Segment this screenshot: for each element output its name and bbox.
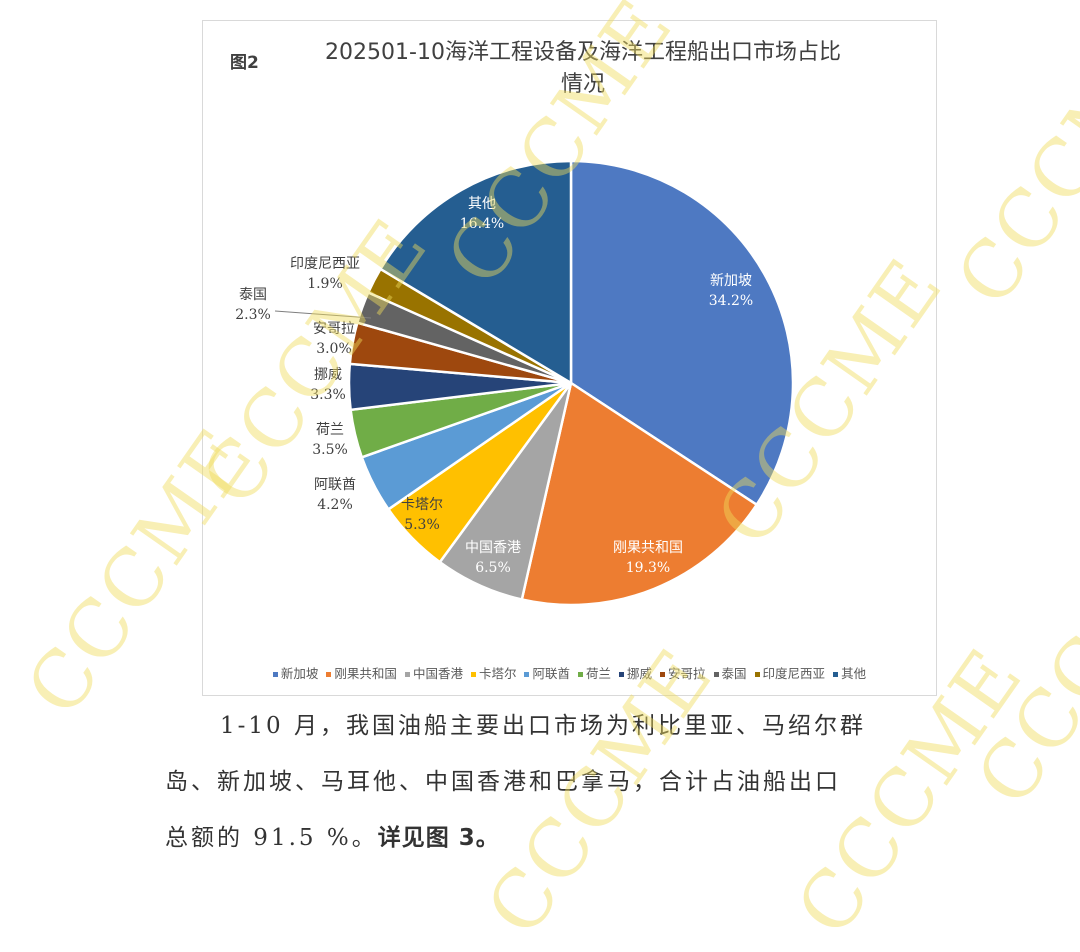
slice-label-value: 1.9% xyxy=(307,276,343,292)
slice-label: 中国香港 6.5% xyxy=(465,538,521,578)
watermark: CCCME xyxy=(940,3,1080,322)
legend-label: 安哥拉 xyxy=(668,666,706,681)
legend-swatch-icon xyxy=(754,672,760,677)
legend-swatch-icon xyxy=(404,672,410,677)
paragraph-line-3-text: 总额的 91.5 %。 xyxy=(165,825,378,851)
slice-label: 泰国 2.3% xyxy=(235,285,271,325)
figure-label: 图2 xyxy=(230,53,259,73)
slice-label-value: 4.2% xyxy=(317,497,353,513)
slice-label-name: 新加坡 xyxy=(709,273,752,289)
legend-swatch-icon xyxy=(660,672,666,677)
legend-label: 刚果共和国 xyxy=(334,666,397,681)
slice-label-value: 6.5% xyxy=(475,560,511,576)
legend-item: 安哥拉 xyxy=(660,663,706,682)
body-paragraph: 1-10 月，我国油船主要出口市场为利比里亚、马绍尔群 岛、新加坡、马耳他、中国… xyxy=(165,712,925,852)
paragraph-line-1: 1-10 月，我国油船主要出口市场为利比里亚、马绍尔群 xyxy=(220,713,866,739)
slice-label-value: 16.4% xyxy=(459,216,505,232)
legend-swatch-icon xyxy=(272,672,278,677)
slice-label-value: 3.5% xyxy=(312,442,348,458)
pie-chart xyxy=(274,159,795,607)
legend-label: 阿联酋 xyxy=(532,666,570,681)
legend-item: 新加坡 xyxy=(272,663,319,682)
slice-label: 荷兰 3.5% xyxy=(312,420,348,460)
legend-swatch-icon xyxy=(619,672,624,677)
legend-label: 挪威 xyxy=(627,666,653,681)
watermark: CCCME xyxy=(960,503,1080,822)
slice-label-value: 5.3% xyxy=(404,517,440,533)
legend-swatch-icon xyxy=(326,672,332,677)
slice-label-name: 印度尼西亚 xyxy=(290,256,360,272)
slice-label-name: 刚果共和国 xyxy=(613,540,683,556)
slice-label-name: 中国香港 xyxy=(465,540,521,556)
slice-label-value: 2.3% xyxy=(235,307,271,323)
legend-item: 荷兰 xyxy=(577,663,611,682)
chart-title-line-2: 情况 xyxy=(560,72,605,97)
legend-label: 新加坡 xyxy=(280,666,319,681)
paragraph-line-3: 总额的 91.5 %。详见图 3。 xyxy=(165,824,925,852)
slice-label: 卡塔尔 5.3% xyxy=(401,495,443,535)
slice-label-value: 34.2% xyxy=(708,293,754,309)
slice-label: 印度尼西亚 1.9% xyxy=(290,254,360,294)
slice-label: 挪威 3.3% xyxy=(310,365,346,405)
slice-label: 安哥拉 3.0% xyxy=(313,319,355,359)
legend-item: 印度尼西亚 xyxy=(754,663,826,682)
slice-label: 刚果共和国 19.3% xyxy=(613,538,683,578)
legend-item: 其他 xyxy=(833,663,866,682)
legend-label: 印度尼西亚 xyxy=(762,666,826,681)
chart-title-line-1: 202501-10海洋工程设备及海洋工程船出口市场占比 xyxy=(325,40,841,65)
leader-line xyxy=(274,310,372,319)
legend-label: 中国香港 xyxy=(412,666,463,681)
legend-swatch-icon xyxy=(470,672,476,677)
legend-label: 荷兰 xyxy=(585,666,611,681)
legend-item: 泰国 xyxy=(713,663,747,682)
legend-label: 其他 xyxy=(841,666,867,681)
legend-item: 中国香港 xyxy=(404,663,463,682)
legend-item: 卡塔尔 xyxy=(470,663,517,682)
slice-label-name: 安哥拉 xyxy=(313,321,355,337)
slice-label: 其他 16.4% xyxy=(460,194,504,234)
legend-swatch-icon xyxy=(577,672,583,677)
paragraph-line-2: 岛、新加坡、马耳他、中国香港和巴拿马，合计占油船出口 xyxy=(165,769,841,795)
slice-label-name: 卡塔尔 xyxy=(401,497,443,513)
pie-slice xyxy=(378,159,573,386)
slice-label-name: 阿联酋 xyxy=(314,477,356,493)
legend-label: 泰国 xyxy=(721,666,747,681)
slice-label-name: 荷兰 xyxy=(315,422,344,438)
slice-label-name: 其他 xyxy=(467,196,496,212)
legend-item: 挪威 xyxy=(619,663,652,682)
slice-label-value: 19.3% xyxy=(625,560,671,576)
legend-label: 卡塔尔 xyxy=(478,666,517,681)
legend-swatch-icon xyxy=(524,672,530,677)
chart-title: 202501-10海洋工程设备及海洋工程船出口市场占比 情况 xyxy=(283,37,883,101)
slice-label-value: 3.0% xyxy=(316,341,352,357)
slice-label: 阿联酋 4.2% xyxy=(314,475,356,515)
legend-swatch-icon xyxy=(713,672,719,677)
legend-item: 阿联酋 xyxy=(524,663,570,682)
slice-label: 新加坡 34.2% xyxy=(709,271,753,311)
chart-frame: 图2 202501-10海洋工程设备及海洋工程船出口市场占比 情况 新加坡 34.… xyxy=(202,20,937,696)
slice-label-value: 3.3% xyxy=(310,387,346,403)
legend-item: 刚果共和国 xyxy=(326,663,397,682)
pie-slice xyxy=(520,380,759,607)
legend-swatch-icon xyxy=(833,672,839,677)
slice-label-name: 挪威 xyxy=(313,367,342,383)
slice-label-name: 泰国 xyxy=(238,287,267,303)
chart-legend: 新加坡 刚果共和国 中国香港 卡塔尔 阿联酋 荷兰 挪威 安哥拉 泰国 印度尼西亚 其他 xyxy=(203,663,936,682)
figure-reference: 详见图 3。 xyxy=(377,825,500,851)
